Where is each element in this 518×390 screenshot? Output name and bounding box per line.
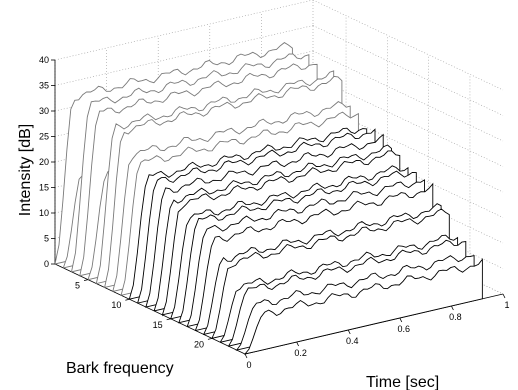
x-tick (296, 341, 299, 347)
z-axis-label: Intensity [dB] (17, 124, 34, 217)
z-tick-label: 5 (44, 234, 49, 244)
y-tick-label: 5 (75, 281, 80, 291)
x-tick-label: 0.4 (346, 336, 359, 346)
x-tick-label: 0 (246, 360, 251, 370)
z-tick-label: 10 (39, 208, 49, 218)
x-axis-label: Time [sec] (366, 374, 439, 390)
y-tick (83, 279, 89, 282)
y-axis-label: Bark frequency (66, 360, 174, 377)
slice-bark-24 (243, 257, 483, 355)
gridline (54, 25, 314, 86)
gridline (312, 0, 504, 91)
y-tick-label: 20 (194, 339, 204, 349)
z-tick-label: 0 (44, 259, 49, 269)
gridline (312, 76, 504, 167)
y-tick-label: 10 (111, 300, 121, 310)
z-tick-label: 15 (39, 183, 49, 193)
gridline (312, 101, 504, 193)
z-tick-label: 40 (39, 55, 49, 65)
gridline (312, 25, 504, 116)
tick-labels: 0 5 10 15 20 25 30 35 40 5 10 15 20 0 0.2 0.4 0.6 0.8 1 (39, 55, 510, 370)
y-tick (207, 337, 213, 340)
x-tick (347, 329, 351, 335)
x-tick (399, 317, 403, 323)
x-tick-label: 0.8 (449, 312, 462, 322)
x-tick-label: 0.2 (294, 348, 307, 358)
x-tick (451, 305, 454, 311)
y-tick (125, 298, 130, 301)
x-tick-label: 0.6 (398, 324, 411, 334)
x-tick-label: 1 (504, 300, 509, 310)
x-tick (244, 353, 248, 359)
z-tick-label: 35 (39, 81, 49, 91)
slices (54, 42, 483, 355)
y-axis (54, 263, 246, 355)
z-tick-label: 25 (39, 132, 49, 142)
gridline (312, 50, 504, 142)
x-tick (502, 293, 506, 299)
gridline (54, 0, 314, 61)
y-tick-label: 15 (153, 320, 163, 330)
z-tick-label: 20 (39, 157, 49, 167)
z-tick-label: 30 (39, 106, 49, 116)
y-tick (166, 318, 171, 321)
